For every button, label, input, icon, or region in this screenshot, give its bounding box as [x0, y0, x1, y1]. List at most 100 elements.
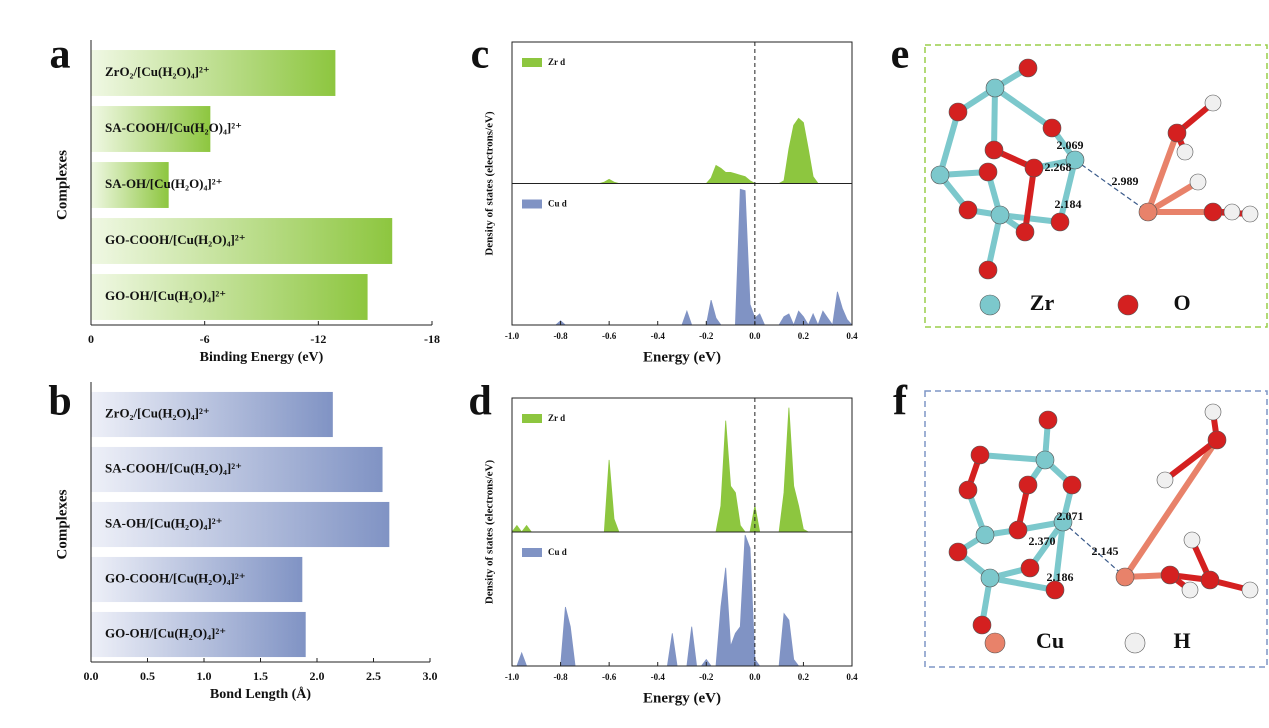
atom	[930, 165, 950, 185]
atom	[1045, 580, 1065, 600]
x-tick-label: -0.2	[699, 672, 714, 682]
atom	[1024, 158, 1044, 178]
atom	[948, 542, 968, 562]
bond	[1052, 519, 1066, 593]
atom	[958, 480, 978, 500]
atom	[1062, 475, 1082, 495]
dos-area	[512, 188, 853, 327]
x-tick-label: -0.2	[699, 331, 714, 341]
bond	[977, 452, 1048, 463]
atom	[980, 568, 1000, 588]
bar-label: SA-OH/[Cu(H₂O)₄]²⁺	[105, 515, 223, 530]
atom	[1207, 430, 1227, 450]
bar-label: ZrO₂/[Cu(H₂O)₄]²⁺	[105, 64, 210, 79]
legend-label: Zr	[1030, 290, 1055, 315]
legend-swatch	[522, 199, 542, 209]
x-tick-label: 1.5	[253, 669, 268, 683]
x-tick-label: 0.4	[846, 331, 858, 341]
atom	[1204, 94, 1222, 112]
atom	[975, 525, 995, 545]
atom	[978, 260, 998, 280]
atom	[1223, 203, 1241, 221]
bond	[1145, 130, 1180, 215]
atom	[1015, 222, 1035, 242]
bond	[1145, 179, 1201, 215]
atom	[1167, 123, 1187, 143]
plot-frame	[511, 41, 853, 326]
legend-label: Zr d	[548, 413, 565, 423]
x-tick-label: 0.4	[846, 672, 858, 682]
legend-label: Zr d	[548, 57, 565, 67]
legend-label: Cu d	[548, 199, 567, 209]
bar	[91, 162, 169, 208]
y-axis-label: Complexes	[54, 489, 70, 559]
bar	[91, 274, 368, 320]
atom	[990, 205, 1010, 225]
legend-atom	[1124, 632, 1146, 654]
legend-label: Cu d	[548, 547, 567, 557]
panel-letter: d	[468, 379, 491, 425]
x-tick-label: -0.4	[651, 331, 666, 341]
atom	[984, 140, 1004, 160]
bar	[91, 218, 393, 264]
atom	[1020, 558, 1040, 578]
x-axis-label: Energy (eV)	[643, 690, 721, 706]
x-tick-label: 0.5	[140, 669, 155, 683]
dos-area	[511, 407, 852, 533]
bond	[985, 212, 1003, 273]
legend-swatch	[522, 548, 542, 557]
panel-letter: e	[891, 32, 910, 78]
interaction	[1062, 521, 1126, 578]
atom	[948, 102, 968, 122]
legend-label: Cu	[1036, 628, 1064, 653]
panel-letter: b	[48, 379, 71, 425]
bond	[1162, 437, 1220, 483]
x-tick-label: -12	[310, 332, 326, 346]
x-axis-label: Bond Length (Å)	[210, 686, 311, 702]
bar	[91, 391, 333, 438]
x-tick-label: -0.6	[602, 672, 617, 682]
distance-label: 2.370	[1029, 534, 1056, 548]
legend-atom	[979, 294, 1001, 316]
x-tick-label: 0.0	[749, 672, 761, 682]
x-tick-label: -0.6	[602, 331, 617, 341]
atom	[1203, 202, 1223, 222]
atom	[985, 78, 1005, 98]
bond	[1022, 165, 1037, 235]
x-tick-label: 1.0	[197, 669, 212, 683]
x-axis-label: Energy (eV)	[643, 349, 721, 365]
atom	[1138, 202, 1158, 222]
bond	[987, 575, 1058, 593]
x-tick-label: 0.0	[84, 669, 99, 683]
distance-label: 2.145	[1092, 544, 1119, 558]
atom	[978, 162, 998, 182]
bar-label: ZrO₂/[Cu(H₂O)₄]²⁺	[105, 405, 210, 420]
x-tick-label: 0.0	[749, 331, 761, 341]
x-tick-label: 2.0	[310, 669, 325, 683]
atom	[1241, 581, 1259, 599]
x-tick-label: -1.0	[505, 331, 520, 341]
distance-label: 2.989	[1112, 174, 1139, 188]
atom	[1050, 212, 1070, 232]
bar	[91, 611, 306, 658]
atom	[1065, 150, 1085, 170]
bar	[91, 446, 383, 493]
y-axis-label: Complexes	[54, 150, 70, 220]
interaction	[1074, 159, 1149, 213]
atom	[958, 200, 978, 220]
atom	[1038, 410, 1058, 430]
atom	[1176, 143, 1194, 161]
atom	[970, 445, 990, 465]
atom	[1156, 471, 1174, 489]
distance-label: 2.071	[1057, 509, 1084, 523]
bond	[937, 109, 961, 178]
x-tick-label: 0.2	[798, 331, 810, 341]
x-tick-label: -0.4	[651, 672, 666, 682]
panel-frame	[924, 390, 1268, 668]
legend-label: H	[1173, 628, 1190, 653]
bar-label: GO-COOH/[Cu(H₂O)₄]²⁺	[105, 570, 246, 585]
x-tick-label: -1.0	[505, 672, 520, 682]
panel-frame	[924, 44, 1268, 328]
x-axis-label: Binding Energy (eV)	[200, 350, 324, 365]
